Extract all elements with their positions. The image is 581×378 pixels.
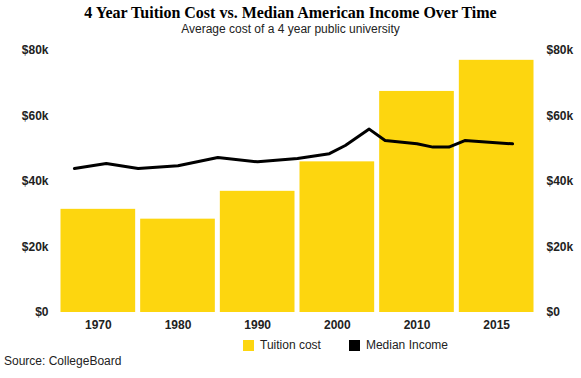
svg-text:$20k: $20k [547, 240, 574, 254]
svg-text:$0: $0 [547, 305, 561, 319]
svg-text:1980: 1980 [165, 318, 192, 332]
svg-text:2010: 2010 [404, 318, 431, 332]
html-text:Average cost of a 4 year publi: Average cost of a 4 year public universi… [181, 22, 400, 36]
svg-text:2000: 2000 [324, 318, 351, 332]
svg-text:$80k: $80k [22, 43, 49, 57]
svg-text:$20k: $20k [22, 240, 49, 254]
html-text:Tuition cost: Tuition cost [260, 338, 321, 352]
html-text:Source: CollegeBoard: Source: CollegeBoard [4, 354, 122, 368]
svg-text:$60k: $60k [547, 109, 574, 123]
html-text:Median Income: Median Income [365, 338, 448, 352]
svg-text:2015: 2015 [483, 318, 510, 332]
svg-text:$0: $0 [35, 305, 49, 319]
svg-text:$40k: $40k [547, 174, 574, 188]
svg-text:$80k: $80k [547, 43, 574, 57]
svg-text:$60k: $60k [22, 109, 49, 123]
svg-text:1990: 1990 [244, 318, 271, 332]
html-text:4 Year Tuition Cost vs. Median: 4 Year Tuition Cost vs. Median American … [84, 4, 497, 21]
svg-text:$40k: $40k [22, 174, 49, 188]
svg-text:1970: 1970 [85, 318, 112, 332]
